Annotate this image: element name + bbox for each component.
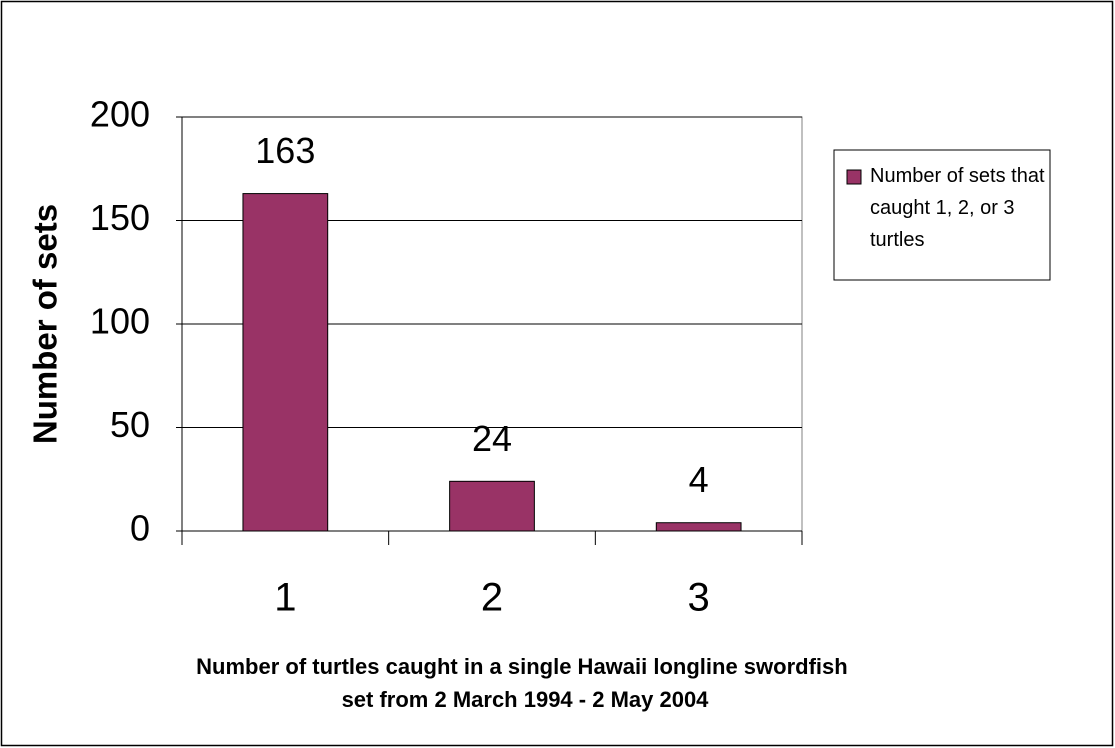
bar: [242, 193, 329, 532]
x-tick-label: 3: [688, 576, 710, 620]
legend-swatch: [846, 169, 862, 185]
data-label: 163: [255, 130, 315, 171]
data-label: 24: [472, 418, 512, 459]
y-tick-label: 200: [90, 94, 150, 135]
y-tick-label: 50: [110, 404, 150, 445]
x-axis-title: Number of turtles caught in a single Haw…: [196, 654, 854, 712]
legend-box: [833, 149, 1051, 281]
y-tick-label: 0: [130, 508, 150, 549]
bar: [449, 480, 535, 532]
y-axis-title: Number of sets: [27, 204, 64, 444]
x-tick-label: 2: [481, 576, 503, 620]
y-tick-label: 100: [90, 301, 150, 342]
legend-label: Number of sets that caught 1, 2, or 3 tu…: [870, 165, 1050, 251]
bar: [655, 522, 742, 532]
y-tick-label: 150: [90, 197, 150, 238]
data-label: 4: [689, 459, 709, 500]
x-tick-label: 1: [274, 576, 296, 620]
